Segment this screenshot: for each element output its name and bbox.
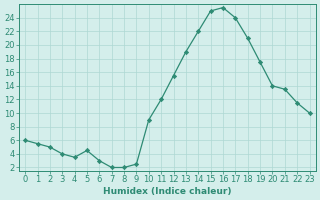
X-axis label: Humidex (Indice chaleur): Humidex (Indice chaleur) [103, 187, 232, 196]
